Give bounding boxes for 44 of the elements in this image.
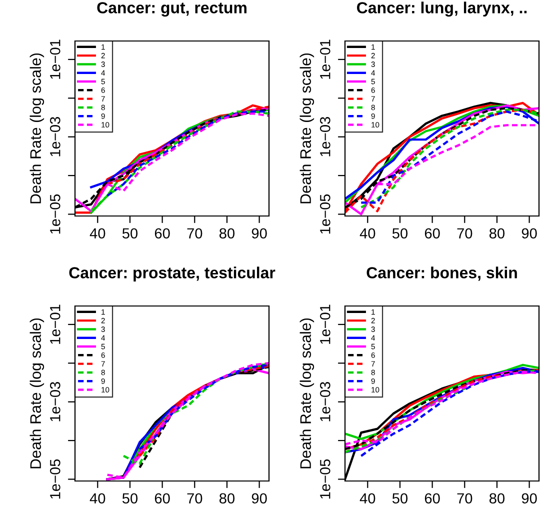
x-tick-label: 70 — [457, 228, 472, 239]
y-tick-label: 1e−03 — [320, 382, 330, 422]
y-axis-title: Death Rate (log scale) — [30, 53, 44, 204]
x-tick-label: 90 — [252, 493, 267, 504]
x-tick-label: 60 — [424, 228, 440, 239]
x-tick-label: 70 — [187, 228, 202, 239]
x-tick-label: 90 — [252, 228, 267, 239]
x-tick-label: 40 — [90, 228, 106, 239]
x-tick-label: 40 — [90, 493, 106, 504]
x-tick-label: 80 — [489, 493, 505, 504]
x-tick-label: 60 — [424, 493, 440, 504]
x-tick-label: 50 — [122, 228, 138, 239]
x-tick-label: 70 — [187, 493, 202, 504]
y-axis-title: Death Rate (log scale) — [30, 318, 44, 468]
chart-title: Cancer: gut, rectum — [97, 2, 246, 17]
chart-title: Cancer: bones, skin — [366, 266, 517, 281]
x-tick-label: 70 — [457, 493, 472, 504]
y-tick-label: 1e−05 — [50, 459, 60, 499]
y-axis-title: Death Rate (log scale) — [300, 53, 314, 204]
y-tick-label: 1e−05 — [320, 459, 330, 499]
y-tick-label: 1e−03 — [50, 117, 60, 156]
x-tick-label: 60 — [154, 493, 170, 504]
x-tick-label: 80 — [219, 228, 235, 239]
y-tick-label: 1e−03 — [320, 117, 330, 156]
y-tick-label: 1e−01 — [50, 304, 60, 344]
x-tick-label: 90 — [522, 493, 537, 504]
x-tick-label: 50 — [122, 493, 138, 504]
x-tick-label: 40 — [360, 493, 376, 504]
y-tick-label: 1e−03 — [50, 382, 60, 422]
y-tick-label: 1e−05 — [320, 194, 330, 234]
x-tick-label: 50 — [392, 493, 408, 504]
y-axis-title: Death Rate (log scale) — [300, 318, 314, 468]
x-tick-label: 50 — [392, 228, 408, 239]
y-tick-label: 1e−05 — [50, 194, 60, 234]
x-tick-label: 80 — [489, 228, 505, 239]
x-tick-label: 90 — [522, 228, 537, 239]
x-tick-label: 80 — [219, 493, 235, 504]
y-tick-label: 1e−01 — [50, 40, 60, 79]
chart-title: Cancer: lung, larynx, .. — [357, 2, 527, 17]
x-tick-label: 60 — [154, 228, 170, 239]
y-tick-label: 1e−01 — [320, 40, 330, 79]
x-tick-label: 40 — [360, 228, 376, 239]
chart-title: Cancer: prostate, testicular — [69, 266, 276, 282]
y-tick-label: 1e−01 — [320, 304, 330, 344]
